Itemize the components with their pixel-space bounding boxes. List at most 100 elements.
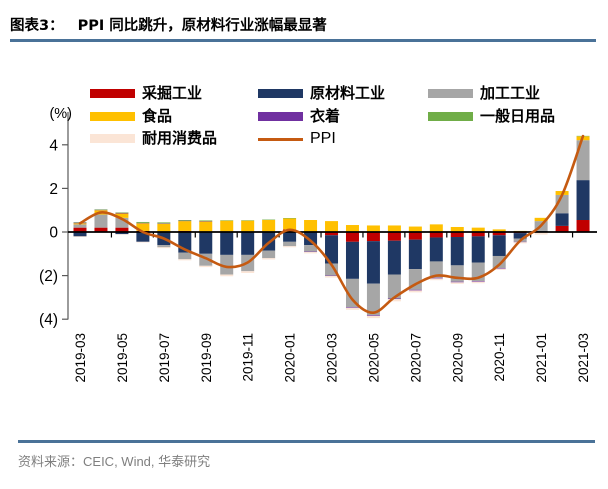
bar-segment <box>429 278 443 281</box>
bar-segment <box>220 254 234 275</box>
bar-segment <box>136 241 150 243</box>
bar-segment <box>576 220 590 232</box>
bar-segment <box>429 237 443 262</box>
bar-segment <box>492 232 506 236</box>
bar-segment <box>115 217 129 228</box>
legend-label: PPI <box>310 130 336 147</box>
y-axis-label: 4 <box>49 137 58 154</box>
bar-segment <box>304 220 318 232</box>
bar-segment <box>408 239 422 270</box>
bar-segment <box>429 261 443 278</box>
bar-segment <box>115 213 129 218</box>
legend-item: PPI <box>258 131 336 147</box>
bar-segment <box>115 212 129 214</box>
bar-segment <box>534 217 548 222</box>
legend-item: 采掘工业 <box>90 86 202 101</box>
bar-segment <box>304 245 318 252</box>
bar-segment <box>450 282 464 284</box>
bar-segment <box>408 269 422 290</box>
title-rule <box>10 39 596 42</box>
bar-segment <box>345 225 359 232</box>
figure-title: 图表3： PPI 同比跳升，原材料行业涨幅最显著 <box>10 14 327 35</box>
bar-segment <box>199 221 213 232</box>
legend-item: 耐用消费品 <box>90 131 217 146</box>
bar-segment <box>325 263 339 276</box>
x-axis-label: 2021-03 <box>576 333 591 383</box>
ppi-line <box>78 134 585 314</box>
x-axis-label: 2019-11 <box>241 333 256 382</box>
bar-segment <box>513 242 527 244</box>
bar-segment <box>220 232 234 255</box>
bar-segment <box>220 220 234 232</box>
legend-color-swatch <box>90 89 135 98</box>
bar-segment <box>199 253 213 266</box>
bar-segment <box>283 241 297 247</box>
bar-segment <box>492 235 506 256</box>
legend-item: 加工工业 <box>428 86 540 101</box>
bar-segment <box>408 290 422 293</box>
bar-segment <box>408 232 422 240</box>
bar-segment <box>555 213 569 226</box>
bar-segment <box>136 221 150 223</box>
bar-segment <box>157 223 171 232</box>
legend-color-swatch <box>428 89 473 98</box>
bar-segment <box>387 274 401 299</box>
source-label: 资料来源： <box>18 455 84 470</box>
x-axis-label: 2019-03 <box>73 333 88 383</box>
bar-segment <box>471 281 485 284</box>
x-axis-label: 2020-09 <box>450 333 465 383</box>
x-axis-label: 2020-07 <box>408 333 423 383</box>
bar-segment <box>136 232 150 242</box>
legend-label: 一般日用品 <box>480 107 556 125</box>
bar-segment <box>73 224 87 228</box>
bar-segment <box>471 227 485 232</box>
legend-item: 一般日用品 <box>428 109 555 124</box>
bar-segment <box>241 220 255 232</box>
bar-segment <box>73 236 87 238</box>
legend-label: 食品 <box>142 107 173 125</box>
bar-segment <box>283 218 297 230</box>
bar-segment <box>576 180 590 221</box>
bar-segment <box>157 247 171 249</box>
bar-segment <box>450 281 464 283</box>
bar-segment <box>576 140 590 181</box>
y-axis-label: (4) <box>39 312 58 329</box>
bar-segment <box>178 221 192 231</box>
y-axis-label: (2) <box>39 268 58 285</box>
bar-segment <box>283 246 297 248</box>
x-axis-label: 2020-05 <box>366 333 381 383</box>
legend-color-swatch <box>90 112 135 121</box>
legend-line-swatch <box>258 137 303 141</box>
bar-segment <box>325 221 339 232</box>
bar-segment <box>115 232 129 235</box>
bar-segment <box>555 225 569 232</box>
bar-segment <box>450 237 464 266</box>
bar-segment <box>178 259 192 261</box>
bar-segment <box>429 224 443 232</box>
bar-segment <box>262 258 276 260</box>
bar-segment <box>199 220 213 222</box>
bar-segment <box>429 232 443 238</box>
bar-segment <box>387 225 401 232</box>
bar-segment <box>94 227 108 232</box>
x-axis-label: 2019-05 <box>115 333 130 383</box>
legend-color-swatch <box>258 89 303 98</box>
x-axis-label: 2020-11 <box>492 333 507 382</box>
bar-segment <box>366 225 380 232</box>
bar-segment <box>492 268 506 270</box>
bar-segment <box>220 274 234 277</box>
legend-label: 采掘工业 <box>142 84 203 102</box>
bar-segment <box>408 289 422 291</box>
bar-segment <box>94 214 108 228</box>
bar-segment <box>387 240 401 275</box>
figure-heading: PPI 同比跳升，原材料行业涨幅最显著 <box>77 18 327 34</box>
bar-segment <box>262 250 276 259</box>
bar-segment <box>157 245 171 248</box>
legend-item: 原材料工业 <box>258 86 385 101</box>
bar-segment <box>345 232 359 242</box>
bar-segment <box>492 255 506 268</box>
legend-item: 衣着 <box>258 109 340 124</box>
source-text: CEIC, Wind, 华泰研究 <box>83 454 211 469</box>
y-axis-label: 2 <box>49 181 58 198</box>
